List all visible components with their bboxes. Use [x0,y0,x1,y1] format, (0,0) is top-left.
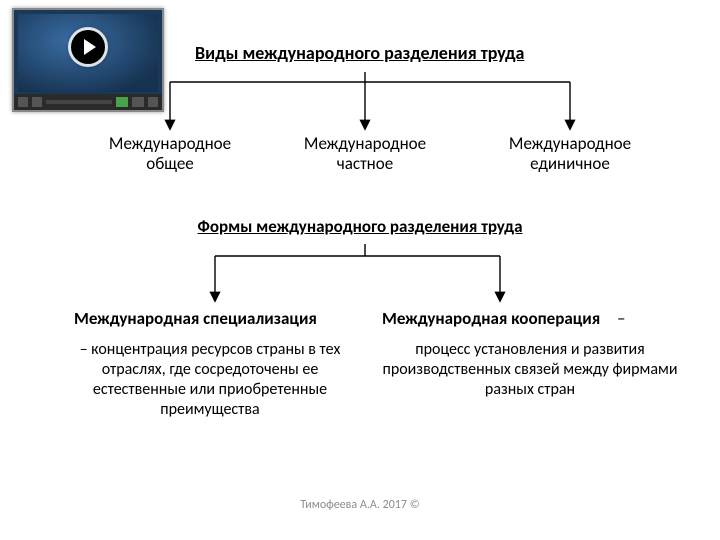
form-specialization-head: Международная специализация [74,308,317,329]
footer-credit: Тимофеева А.А. 2017 © [300,498,419,512]
branch-general: Международное общее [80,134,260,175]
branch-private: Международное частное [280,134,450,175]
video-controls[interactable] [14,94,162,110]
branch-single: Международное единичное [480,134,660,175]
settings-icon[interactable] [132,97,144,107]
play-small-icon[interactable] [32,97,42,107]
volume-icon[interactable] [116,97,128,107]
form-cooperation-body: процесс установления и развития производ… [370,340,690,400]
fullscreen-icon[interactable] [148,97,158,107]
play-icon[interactable] [71,30,105,64]
video-screen [18,14,158,92]
section1-title: Виды международного разделения труда [195,42,524,64]
prev-icon[interactable] [18,97,28,107]
form-cooperation-head: Международная кооперация [382,308,600,329]
form-specialization-body: – концентрация ресурсов страны в тех отр… [60,340,360,420]
video-thumbnail[interactable] [12,8,164,112]
form-cooperation-dash: – [617,308,625,329]
progress-track[interactable] [46,100,112,104]
section2-title: Формы международного разделения труда [198,216,523,237]
